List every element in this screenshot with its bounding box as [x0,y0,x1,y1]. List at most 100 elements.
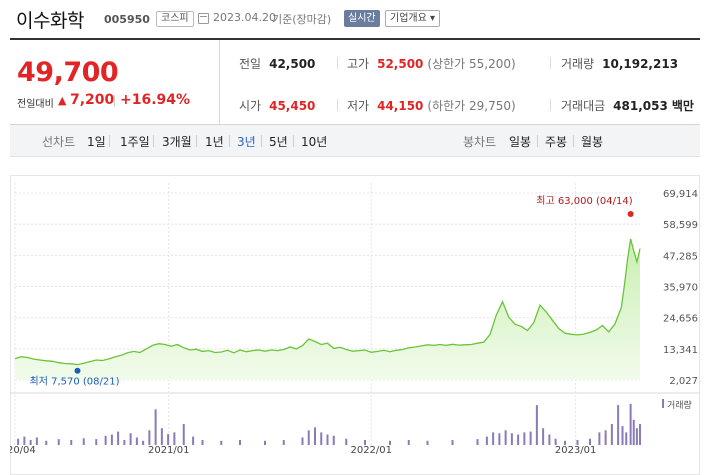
amount-label: 거래대금 [561,99,606,113]
high-value: 52,500 [377,57,424,71]
y-tick-label: 69,914 [663,189,698,200]
volume-bar [625,432,628,445]
volume-bar [345,438,348,445]
stock-header: 이수화학 005950 코스피 2023.04.20 기준(장마감) 실시간 기… [0,0,710,38]
market-badge: 코스피 [156,11,194,27]
volume-bar [451,439,454,445]
tab-1w[interactable]: 1주일 [120,135,150,149]
divider [337,99,338,111]
tab-monthly[interactable]: 월봉 [581,135,604,149]
volume-legend-swatch [662,399,664,408]
divider [550,57,551,69]
volume-bar [301,437,304,445]
divider [337,57,338,69]
volume-bar [17,438,20,445]
volume-bar [35,437,38,445]
line-chart-title: 선차트 [42,135,76,149]
price-line [14,238,641,366]
x-tick-label: 2021/01 [148,445,190,456]
volume-bar [407,439,410,445]
volume-bar [57,439,60,445]
volume-bar [589,438,591,445]
chart-frame [10,175,700,475]
realtime-button[interactable]: 실시간 [344,10,380,27]
prev-close: 전일 42,500 [239,55,315,72]
min-label: 최저 7,570 (08/21) [30,376,120,388]
volume-bar [639,424,641,445]
open-label: 시가 [239,99,262,113]
y-tick-label: 58,599 [663,220,698,231]
y-tick-label: 13,341 [663,345,698,356]
volume-bar [635,428,638,445]
divider [114,95,115,107]
volume-legend-label: 거래량 [667,399,692,411]
volume-bar [220,440,223,445]
volume-bar [542,428,545,445]
volume-bar [326,434,329,445]
tab-divider [537,135,538,147]
y-tick-label: 2,027 [669,376,698,387]
volume-bar [314,427,316,445]
volume-bar [135,437,138,445]
volume: 거래량 10,192,213 [561,55,678,72]
tab-divider [196,135,197,147]
change-rate: +16.94% [120,92,191,108]
x-tick-label: 2020/04 [10,445,36,456]
tab-3m[interactable]: 3개월 [162,135,192,149]
volume-bar [504,430,507,445]
tab-10y[interactable]: 10년 [301,135,328,149]
price-chart[interactable]: 69,914 58,599 47,285 35,970 24,656 13,341 2,02… [0,175,700,475]
tab-3y[interactable]: 3년 [237,135,256,149]
tab-5y[interactable]: 5년 [269,135,288,149]
tab-1d[interactable]: 1일 [87,135,106,149]
low-value: 44,150 [377,99,424,113]
volume-bar [23,436,26,445]
tab-daily[interactable]: 일봉 [509,135,532,149]
price-summary: 49,700 전일대비 ▲ 7,200 +16.94% 전일 42,500 고가 5… [10,38,700,125]
tab-divider [109,135,110,147]
volume-bar [154,409,157,445]
company-overview-button[interactable]: 기업개요 ▾ [385,10,440,27]
chart-tabs: 선차트 1일 1주일 3개월 1년 3년 5년 10년 봉차트 일봉 주봉 월봉 [10,125,700,157]
volume-bar [476,439,479,445]
volume-bar [604,430,607,445]
y-tick-label: 47,285 [663,251,698,262]
y-tick-label: 35,970 [663,283,698,294]
high-price: 고가 52,500 (상한가 55,200) [347,55,516,72]
open-value: 45,450 [269,99,316,113]
upper-limit: (상한가 55,200) [427,57,516,71]
volume-value: 10,192,213 [602,57,679,71]
max-marker [627,211,634,218]
volume-bar [485,436,488,445]
tab-weekly[interactable]: 주봉 [545,135,568,149]
tab-1y[interactable]: 1년 [205,135,224,149]
volume-bar [364,439,366,445]
prev-close-value: 42,500 [269,57,316,71]
volume-bar [82,438,85,445]
tab-divider [261,135,262,147]
volume-bar [123,439,126,445]
trade-amount: 거래대금 481,053 백만 [561,97,694,114]
min-marker [74,367,81,374]
volume-bar [629,403,632,445]
price-chart-svg: 69,914 58,599 47,285 35,970 24,656 13,341 2,02… [0,175,700,475]
volume-bar [167,434,170,445]
max-label: 최고 63,000 (04/14) [536,195,632,207]
volume-bar [610,424,613,445]
candle-chart-title: 봉차트 [463,135,497,149]
high-label: 고가 [347,57,370,71]
volume-bar [564,440,566,445]
volume-bar [173,432,176,445]
volume-bar [523,432,526,445]
volume-bar [554,438,557,445]
volume-bar [110,434,113,445]
volume-bar [160,428,163,445]
volume-bar [510,433,513,445]
volume-bar [129,433,132,445]
y-tick-label: 24,656 [663,314,698,325]
volume-bar [576,439,579,445]
volume-bar [239,439,241,445]
volume-bar [320,432,323,445]
volume-bar [517,434,520,445]
price-area [15,238,640,380]
